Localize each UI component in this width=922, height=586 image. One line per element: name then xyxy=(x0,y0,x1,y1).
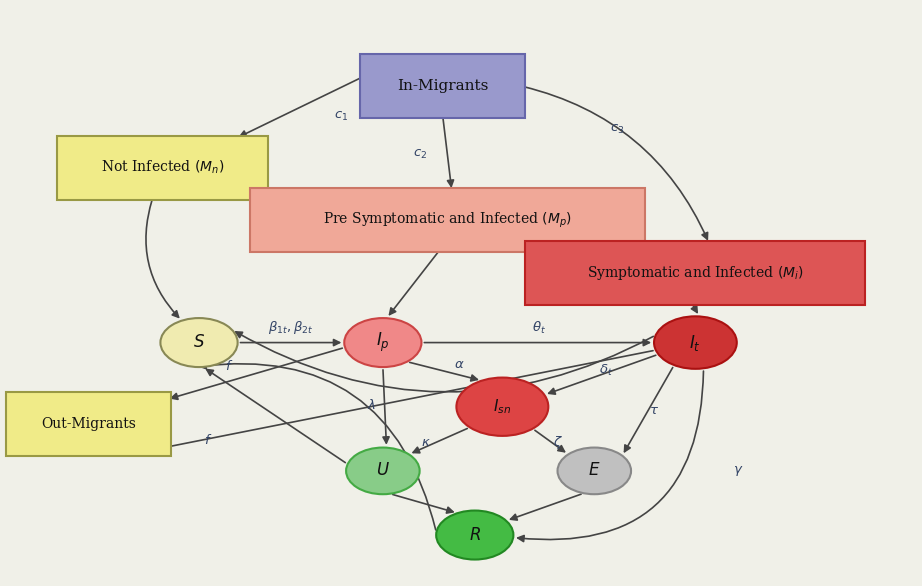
Text: $\delta_t$: $\delta_t$ xyxy=(599,362,613,377)
Text: $f$: $f$ xyxy=(204,433,212,447)
Text: $\gamma$: $\gamma$ xyxy=(733,464,744,478)
Circle shape xyxy=(344,318,421,367)
Text: $R$: $R$ xyxy=(468,527,480,544)
Circle shape xyxy=(456,377,549,436)
FancyBboxPatch shape xyxy=(250,188,644,252)
Text: $\beta_{1t}, \beta_{2t}$: $\beta_{1t}, \beta_{2t}$ xyxy=(268,319,313,336)
Circle shape xyxy=(558,448,631,494)
Text: $\kappa$: $\kappa$ xyxy=(421,437,431,449)
Text: $c_2$: $c_2$ xyxy=(412,148,427,161)
FancyBboxPatch shape xyxy=(6,392,171,456)
Text: $I_t$: $I_t$ xyxy=(690,333,702,353)
Text: $S$: $S$ xyxy=(193,334,205,351)
Text: $c_1$: $c_1$ xyxy=(335,110,349,124)
Text: $U$: $U$ xyxy=(376,462,390,479)
Circle shape xyxy=(436,510,514,560)
Text: $\alpha$: $\alpha$ xyxy=(454,357,465,371)
Text: $f$: $f$ xyxy=(225,359,233,373)
Circle shape xyxy=(346,448,420,494)
Text: Symptomatic and Infected $(M_i)$: Symptomatic and Infected $(M_i)$ xyxy=(587,264,804,282)
Text: Not Infected $(M_n)$: Not Infected $(M_n)$ xyxy=(100,159,224,176)
FancyBboxPatch shape xyxy=(56,135,268,200)
Circle shape xyxy=(160,318,238,367)
Text: Out-Migrants: Out-Migrants xyxy=(41,417,136,431)
Text: $E$: $E$ xyxy=(588,462,600,479)
Text: $\tau$: $\tau$ xyxy=(649,404,659,417)
Text: $\zeta$: $\zeta$ xyxy=(552,434,562,451)
Text: $\lambda$: $\lambda$ xyxy=(367,398,376,412)
FancyBboxPatch shape xyxy=(360,54,526,118)
FancyBboxPatch shape xyxy=(526,240,866,305)
Text: $I_{sn}$: $I_{sn}$ xyxy=(493,397,512,416)
Text: $\theta_t$: $\theta_t$ xyxy=(532,320,546,336)
Text: Pre Symptomatic and Infected $(M_p)$: Pre Symptomatic and Infected $(M_p)$ xyxy=(323,210,572,230)
Circle shape xyxy=(654,316,737,369)
Text: $I_p$: $I_p$ xyxy=(376,331,390,354)
Text: In-Migrants: In-Migrants xyxy=(397,79,489,93)
Text: $c_3$: $c_3$ xyxy=(610,123,624,137)
